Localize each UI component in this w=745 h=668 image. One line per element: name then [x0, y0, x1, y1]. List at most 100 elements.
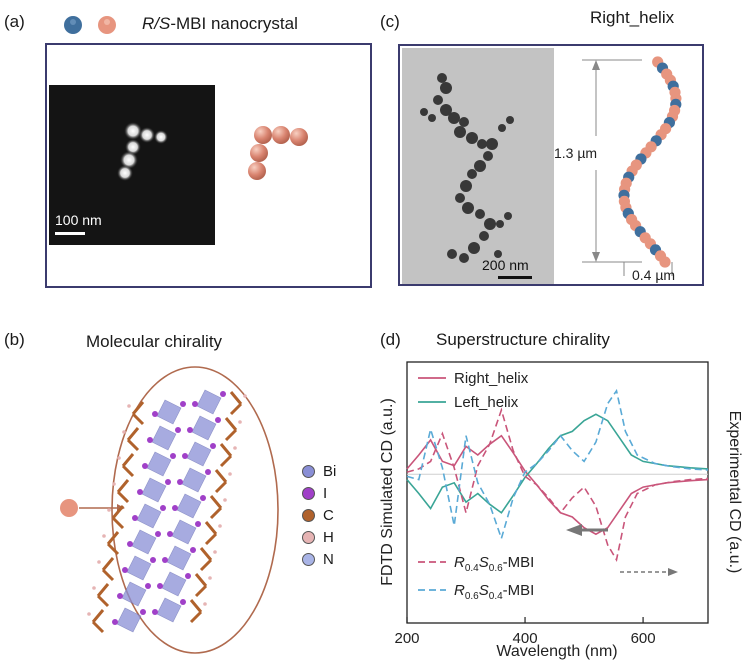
iodine-atom	[192, 401, 198, 407]
carbon-chain	[219, 454, 233, 468]
carbon-chain	[121, 464, 135, 478]
hydrogen-atom	[228, 472, 232, 476]
series-line-r0-6s0-4-mbi	[406, 388, 709, 542]
carbon-chain	[204, 532, 218, 546]
carbon-chain	[121, 453, 135, 467]
hydrogen-atom	[238, 420, 242, 424]
iodine-atom	[152, 411, 158, 417]
hydrogen-atom	[97, 560, 101, 564]
carbon-chain	[126, 438, 140, 452]
legend-label: Right_helix	[454, 370, 529, 387]
superstructure-chirality-title: Superstructure chirality	[436, 330, 610, 349]
carbon-chain	[194, 584, 208, 598]
molecule-crystal-structure	[87, 389, 247, 634]
scalebar-100nm	[55, 232, 85, 235]
panel-c-frame: 200 nm 1.3 µm 0.4 µm	[398, 44, 704, 286]
legend-label: R0.4S0.6-MBI	[454, 554, 534, 574]
iodine-atom	[150, 557, 156, 563]
helix-particle-chain	[420, 73, 514, 263]
element-legend-item: C	[302, 504, 352, 526]
iodine-atom	[157, 583, 163, 589]
panel-a-frame: 100 nm	[45, 43, 372, 288]
element-color-dot	[302, 552, 315, 566]
iodine-atom	[137, 489, 143, 495]
element-color-dot	[302, 530, 315, 544]
iodine-atom	[152, 609, 158, 615]
carbon-chain	[224, 417, 238, 431]
molecular-structure-figure	[60, 366, 279, 654]
bi-octahedron	[126, 555, 152, 581]
x-axis-label: Wavelength (nm)	[496, 643, 617, 660]
carbon-chain	[116, 490, 130, 504]
helix-bead	[659, 256, 671, 268]
iodine-atom	[187, 427, 193, 433]
hydrogen-atom	[203, 602, 207, 606]
iodine-atom	[170, 453, 176, 459]
element-legend-item: Bi	[302, 460, 352, 482]
carbon-chain	[106, 542, 120, 556]
carbon-chain	[91, 620, 105, 634]
nanocrystal-cluster-bright	[117, 122, 168, 181]
molecule-ellipse-outline	[111, 366, 279, 654]
nanocrystal-legend-text: R/S-MBI nanocrystal	[142, 14, 298, 33]
y-axis-right-label: Experimental CD (a.u.)	[726, 411, 743, 574]
carbon-chain	[194, 573, 208, 587]
legend-label: R0.6S0.4-MBI	[454, 582, 534, 602]
bi-octahedron	[136, 503, 162, 529]
carbon-chain	[209, 495, 223, 509]
element-color-dot	[302, 486, 315, 500]
element-legend-item: H	[302, 526, 352, 548]
hydrogen-atom	[208, 576, 212, 580]
element-color-dot	[302, 464, 315, 478]
bi-octahedron	[116, 607, 142, 633]
carbon-chain	[131, 401, 145, 415]
carbon-chain	[189, 599, 203, 613]
carbon-chain	[96, 583, 110, 597]
hydrogen-atom	[218, 524, 222, 528]
y-axis-left-label: FDTD Simulated CD (a.u.)	[379, 398, 396, 586]
right-axis-arrow-head	[668, 568, 678, 576]
carbon-chain	[189, 610, 203, 624]
iodine-atom	[147, 437, 153, 443]
element-color-dot	[302, 508, 315, 522]
plot-frame	[406, 361, 709, 624]
carbon-chain	[224, 428, 238, 442]
carbon-chain	[131, 412, 145, 426]
hydrogen-atom	[233, 446, 237, 450]
iodine-atom	[122, 567, 128, 573]
bi-octahedron	[156, 399, 182, 425]
bi-octahedron	[171, 519, 197, 545]
nanocrystal-legend-dots	[64, 16, 116, 34]
hydrogen-atom	[117, 456, 121, 460]
iodine-atom	[160, 505, 166, 511]
carbon-chain	[199, 547, 213, 561]
iodine-atom	[145, 583, 151, 589]
bi-octahedron	[121, 581, 147, 607]
series-line-left-helix	[406, 413, 709, 514]
iodine-atom	[117, 593, 123, 599]
bi-octahedron	[151, 425, 177, 451]
iodine-atom	[162, 557, 168, 563]
scalebar-200nm	[498, 276, 532, 279]
scalebar-100nm-label: 100 nm	[55, 212, 102, 228]
iodine-atom	[180, 401, 186, 407]
hydrogen-atom	[243, 394, 247, 398]
carbon-chain	[101, 557, 115, 571]
iodine-atom	[215, 417, 221, 423]
helix-height-label: 1.3 µm	[554, 145, 597, 161]
panel-d-label: (d)	[380, 330, 401, 349]
iodine-atom	[142, 463, 148, 469]
x-tick-label: 400	[513, 630, 538, 647]
chart-legend: Right_helix Left_helix R0.4S0.6-MBI R0.6S0.…	[418, 370, 534, 602]
carbon-chain	[209, 506, 223, 520]
element-symbol: N	[323, 550, 334, 568]
panel-a-label: (a)	[4, 12, 25, 31]
scalebar-200nm-label: 200 nm	[482, 257, 529, 273]
element-symbol: Bi	[323, 462, 337, 480]
iodine-atom	[132, 515, 138, 521]
x-tick-label: 600	[631, 630, 656, 647]
right-helix-title: Right_helix	[590, 8, 675, 27]
hydrogen-atom	[92, 586, 96, 590]
bi-octahedron	[156, 597, 182, 623]
carbon-chain	[199, 558, 213, 572]
